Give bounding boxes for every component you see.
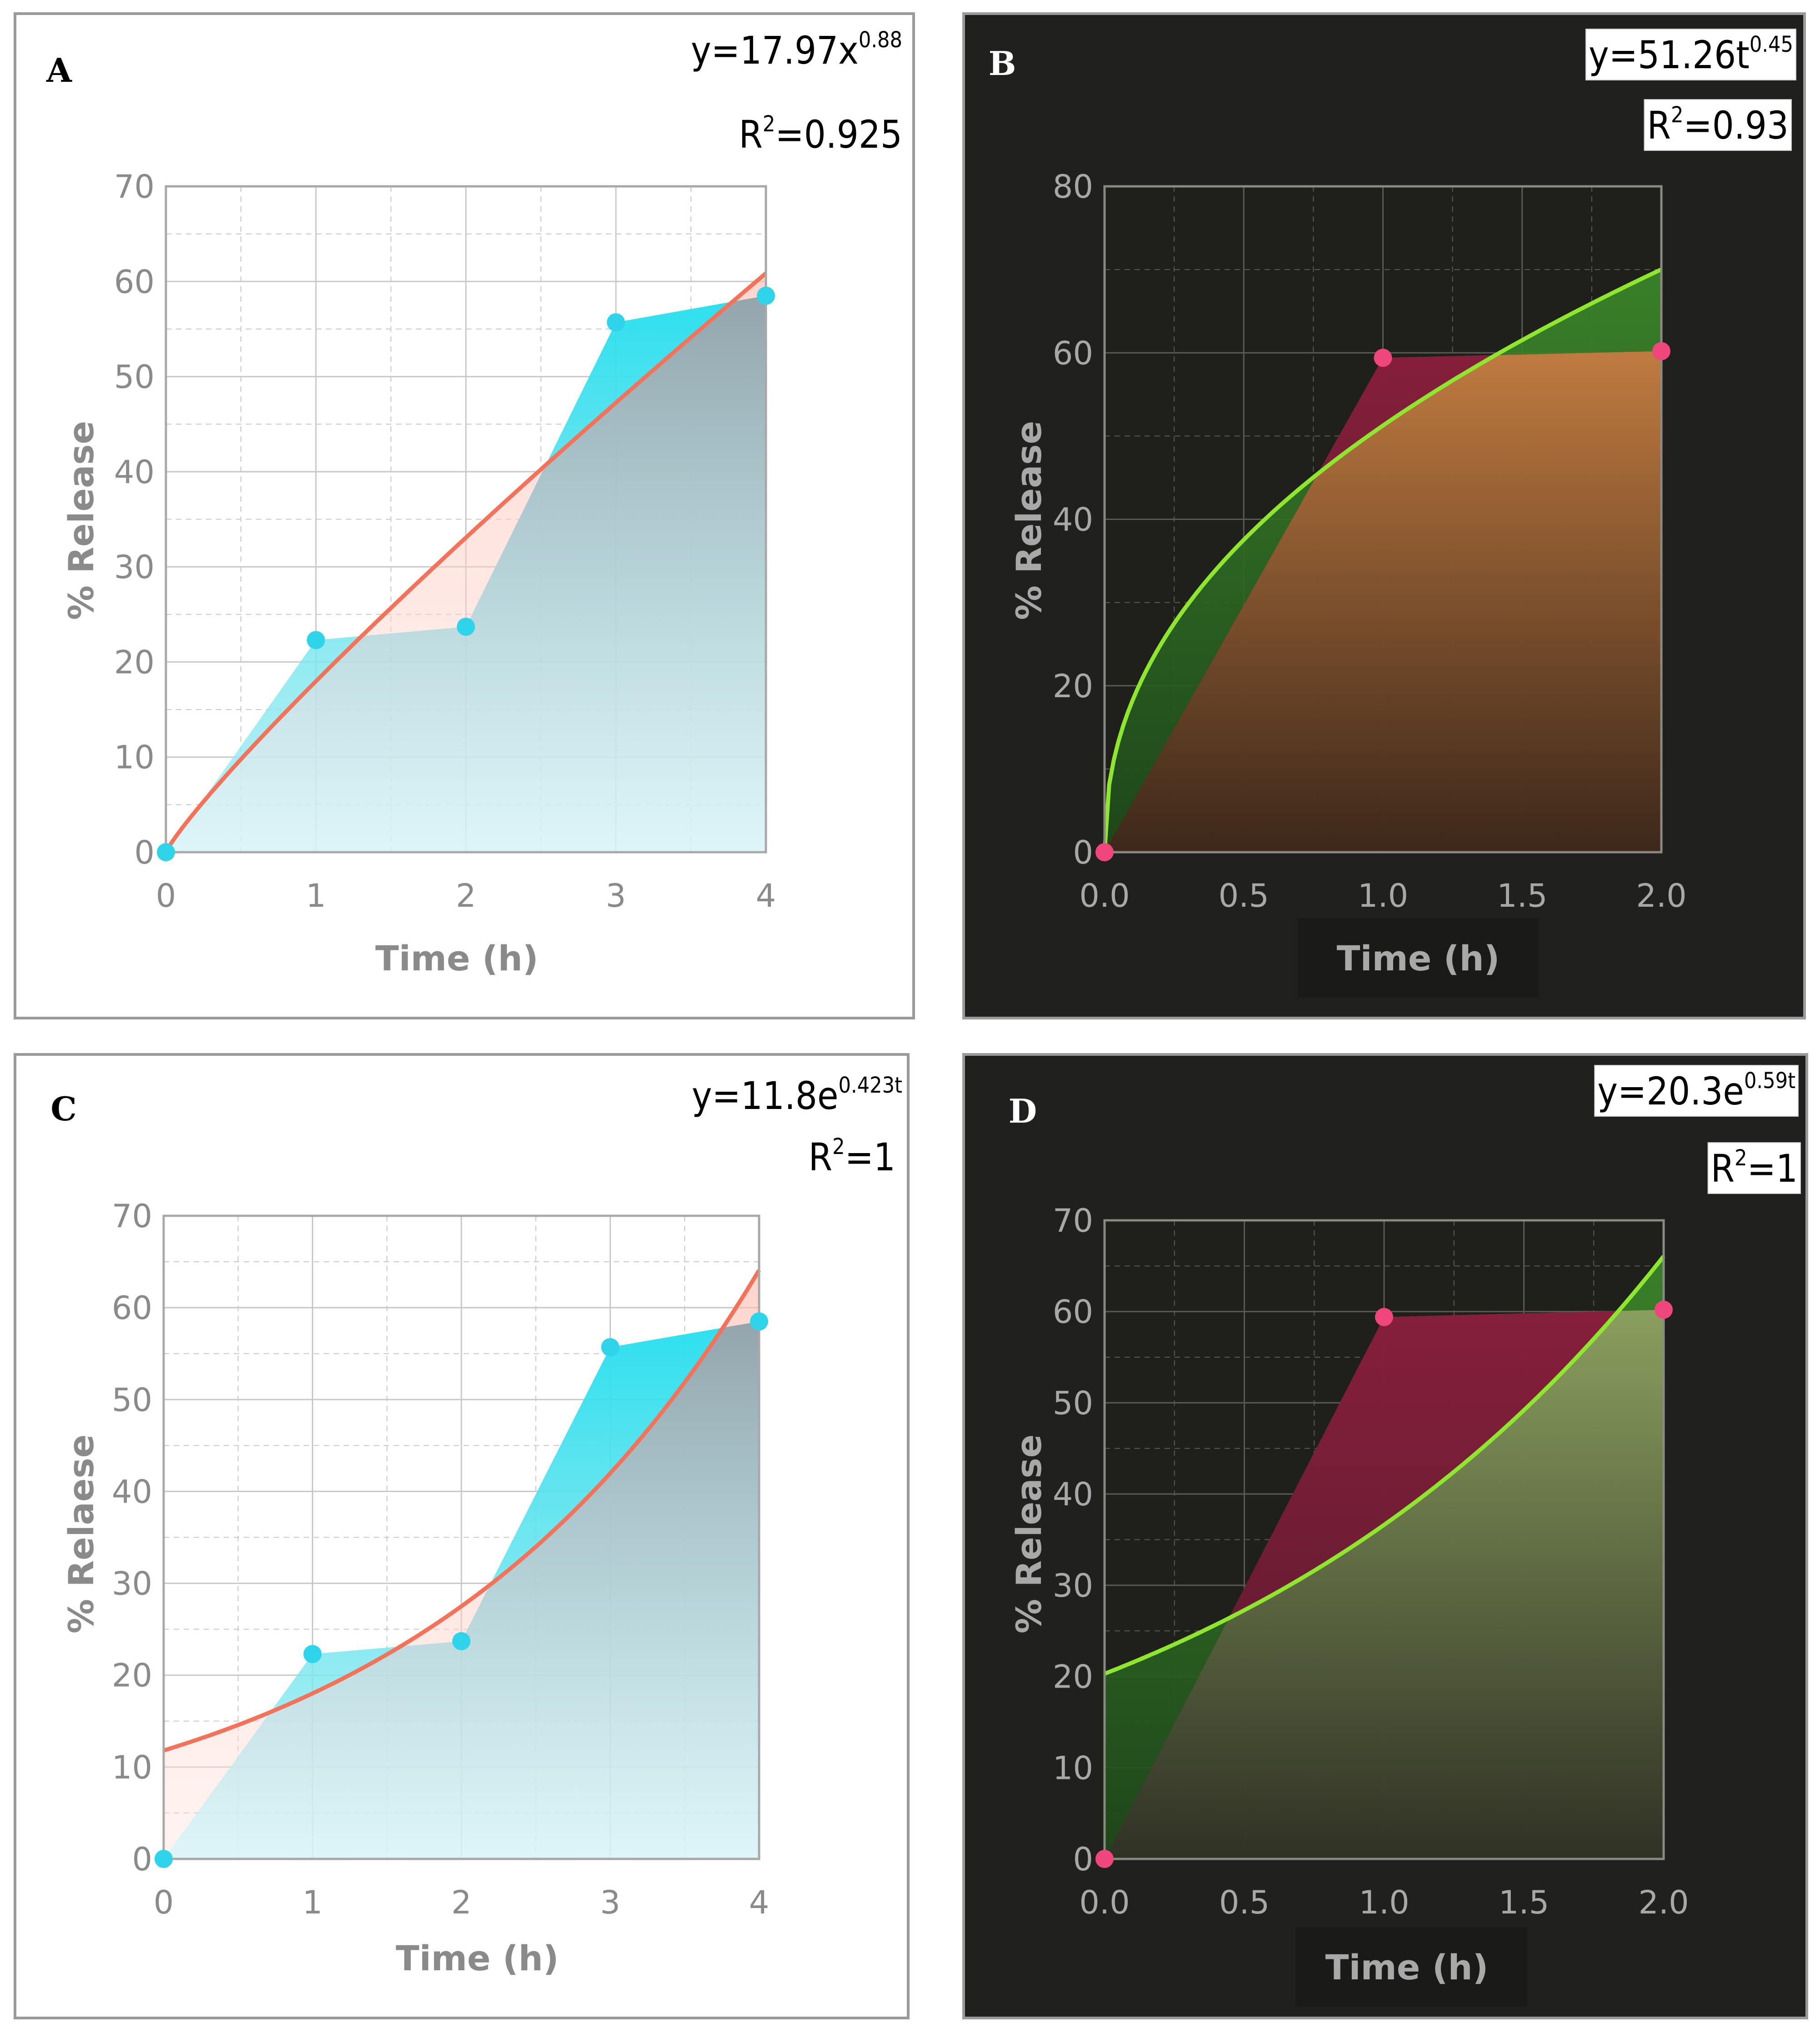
panel-d-y-tick-label: 10 [1053,1749,1093,1787]
panel-a-x-axis-label: Time (h) [375,938,539,979]
panel-c-y-axis-label: % Relaese [61,1434,101,1633]
panel-d-letter: D [1009,1092,1037,1130]
panel-b-x-axis-label: Time (h) [1337,938,1500,979]
panel-d-r-squared-text: R2=1 [1711,1145,1798,1191]
panel-a-point-0 [157,843,175,861]
panel-a-y-tick-label: 20 [114,644,155,681]
panel-d-y-tick-label: 60 [1053,1294,1093,1331]
figure: 0 1 2 3 4010203040506070Time (h)% ReleaseA y=… [0,0,1820,2033]
panel-d-point-1 [1375,1308,1393,1326]
panel-c-point-3 [601,1338,620,1356]
panel-d-y-tick-label: 0 [1073,1841,1093,1878]
panel-d-point-0 [1095,1850,1114,1868]
panel-a-y-tick-label: 40 [114,454,155,491]
panel-d-x-tick-label: 0.5 [1219,1884,1270,1921]
panel-a-y-axis-label: % Release [61,421,101,620]
panel-d-y-tick-label: 40 [1053,1476,1093,1513]
panel-d-y-tick-label: 70 [1053,1202,1093,1239]
panel-b-r-squared-text: R2=0.93 [1647,102,1789,148]
panel-b-equation: y=51.26t0.45 [1586,29,1796,80]
panel-d-y-tick-label: 30 [1053,1567,1093,1604]
panel-b-x-tick-label: 2.0 [1636,877,1686,914]
panel-c-x-tick-label: 0 [154,1884,174,1921]
panel-a-x-tick-label: 1 [306,877,326,914]
panel-a-y-tick-label: 50 [114,359,155,396]
panel-d-equation: y=20.3e0.59t [1595,1065,1798,1116]
panel-c-point-4 [750,1312,768,1330]
panel-c-point-2 [452,1632,470,1650]
panel-d-y-tick-label: 50 [1053,1384,1093,1422]
panel-d-x-tick-label: 1.0 [1359,1884,1409,1921]
panel-c-point-0 [155,1850,173,1868]
panel-a-x-tick-label: 0 [156,877,176,914]
panel-b-y-tick-label: 40 [1053,501,1093,539]
panel-a-letter: A [46,51,72,90]
panel-d-x-tick-label: 2.0 [1638,1884,1689,1921]
panel-b-y-axis-label: % Release [1009,421,1049,620]
panel-c-y-tick-label: 20 [112,1657,152,1694]
panel-b-point-1 [1374,349,1392,367]
panel-c-x-tick-label: 2 [451,1884,472,1921]
panel-a-point-2 [457,618,475,636]
panel-d-point-2 [1655,1301,1673,1319]
panel-d-r-squared: R2=1 [1708,1143,1800,1194]
panel-c-y-tick-label: 10 [112,1749,152,1786]
panel-b-x-tick-label: 0.5 [1219,877,1269,914]
panel-a-y-tick-label: 30 [114,549,155,586]
panel-b-x-tick-label: 1.5 [1497,877,1547,914]
panel-c-x-axis-label: Time (h) [396,1938,559,1978]
panel-a-y-tick-label: 0 [134,834,155,871]
panel-d-x-tick-label: 1.5 [1499,1884,1549,1921]
panel-a-point-1 [307,631,325,649]
panel-b-point-0 [1095,843,1114,861]
panel-d-y-axis-label: % Release [1009,1434,1049,1633]
panel-d-x-tick-label: 0.0 [1079,1884,1130,1921]
panel-c-x-tick-label: 3 [600,1884,620,1921]
panel-c-r-squared: R2=1 [809,1134,895,1179]
panel-b-r-squared: R2=0.93 [1644,100,1791,150]
panel-b-y-tick-label: 80 [1053,168,1093,205]
panel-a-y-tick-label: 70 [114,168,155,205]
panel-c-y-tick-label: 60 [112,1289,152,1327]
panel-d-x-axis-label: Time (h) [1325,1947,1489,1988]
panel-b-x-tick-label: 0.0 [1079,877,1130,914]
panel-a-x-tick-label: 4 [756,877,776,914]
panel-c-r-squared-text: R2=1 [809,1134,895,1179]
panel-d-y-tick-label: 20 [1053,1658,1093,1696]
panel-c-point-1 [304,1645,322,1663]
panel-b-x-tick-label: 1.0 [1358,877,1408,914]
panel-c-y-tick-label: 30 [112,1565,152,1603]
panel-c-letter: C [50,1089,76,1128]
panel-b-y-tick-label: 20 [1053,668,1093,705]
panel-b-point-2 [1652,342,1670,360]
panel-b-y-tick-label: 60 [1053,335,1093,372]
panel-a-y-tick-label: 10 [114,739,155,776]
panel-c-y-tick-label: 50 [112,1381,152,1419]
panel-c-x-tick-label: 4 [749,1884,770,1921]
panel-c-x-tick-label: 1 [302,1884,323,1921]
panel-c-y-tick-label: 40 [112,1473,152,1510]
panel-b-letter: B [989,44,1016,83]
panel-a-x-tick-label: 2 [456,877,476,914]
panel-a-point-4 [757,287,775,305]
panel-a-point-3 [607,313,625,331]
panel-a-x-tick-label: 3 [606,877,626,914]
panel-b-y-tick-label: 0 [1073,834,1093,871]
panel-c-y-tick-label: 0 [132,1841,152,1878]
panel-c-y-tick-label: 70 [112,1198,152,1235]
panel-a-y-tick-label: 60 [114,263,155,300]
